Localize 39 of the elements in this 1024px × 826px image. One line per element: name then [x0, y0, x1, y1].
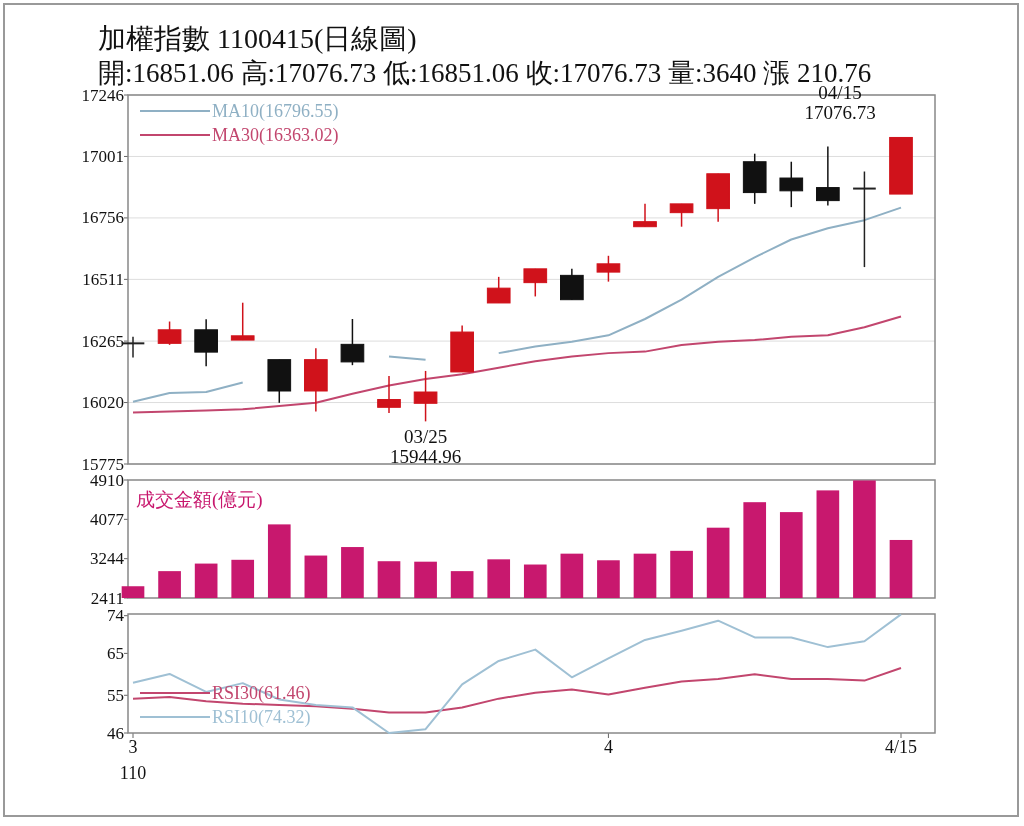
y-tick-label: 4077	[90, 509, 125, 529]
chart-title: 加權指數 1100415(日線圖)	[98, 23, 417, 54]
annotation: 04/15 17076.73	[804, 82, 876, 123]
candlestick	[230, 301, 255, 341]
y-tick-label: 65	[107, 643, 124, 663]
y-tick-label: 16265	[81, 331, 124, 351]
legend-label: RSI30(61.46)	[212, 683, 311, 704]
candlestick	[596, 255, 621, 283]
legend-label: MA30(16363.02)	[212, 125, 339, 146]
candlestick	[633, 203, 657, 228]
candlestick	[669, 203, 694, 228]
x-tick-label: 3	[128, 737, 138, 757]
y-tick-label: 46	[107, 723, 124, 743]
candlestick	[377, 375, 401, 414]
y-tick-label: 2411	[90, 588, 124, 608]
y-tick-label: 17001	[81, 146, 124, 166]
x-tick-label: 4	[603, 737, 613, 757]
candlestick	[852, 170, 877, 268]
y-tick-label: 16756	[81, 208, 124, 228]
y-tick-label: 74	[107, 606, 125, 626]
y-tick-label: 55	[107, 685, 124, 705]
text: 110	[119, 763, 147, 783]
text: 成交金額(億元)	[136, 489, 263, 511]
y-tick-label: 16511	[82, 269, 124, 289]
y-tick-label: 16020	[81, 393, 124, 413]
y-tick-label: 3244	[90, 549, 125, 569]
candlestick	[413, 370, 438, 423]
annotation: 03/25 15944.96	[389, 426, 462, 468]
candlestick	[816, 145, 840, 207]
legend-label: RSI10(74.32)	[212, 707, 311, 728]
candlestick	[157, 320, 182, 346]
x-tick-label: 4/15	[884, 737, 918, 757]
candlestick	[340, 318, 365, 366]
candlestick	[523, 268, 548, 298]
candlestick	[194, 318, 218, 367]
candlestick	[779, 160, 804, 208]
y-tick-label: 17246	[81, 85, 124, 105]
candlestick	[486, 276, 511, 304]
legend-label: MA10(16796.55)	[212, 101, 339, 122]
